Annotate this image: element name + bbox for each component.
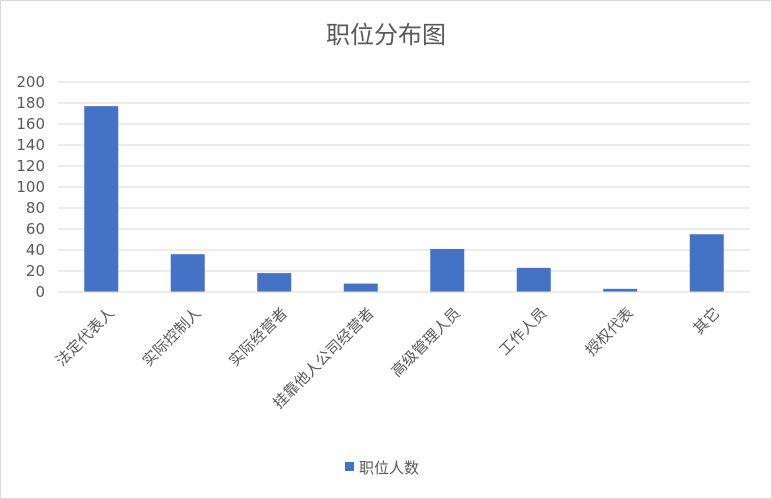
legend-label: 职位人数 (359, 459, 419, 477)
bar (343, 283, 378, 292)
bar (689, 234, 724, 292)
x-tick-label: 高级管理人员 (388, 304, 464, 380)
y-tick-label: 100 (16, 178, 45, 196)
bar (603, 288, 638, 292)
x-tick-label: 授权代表 (582, 304, 637, 359)
y-tick-label: 200 (16, 73, 45, 91)
legend: 职位人数 (345, 459, 419, 477)
y-tick-label: 40 (26, 241, 45, 259)
legend-swatch (345, 462, 354, 471)
y-tick-label: 120 (16, 157, 45, 175)
bar (170, 254, 205, 292)
bar (430, 248, 465, 292)
y-tick-label: 160 (16, 115, 45, 133)
x-tick-label: 实际控制人 (139, 304, 205, 370)
y-tick-label: 140 (16, 136, 45, 154)
x-tick-label: 其它 (690, 304, 724, 338)
chart-title: 职位分布图 (326, 21, 446, 49)
x-tick-label: 法定代表人 (52, 304, 118, 370)
y-tick-label: 60 (26, 220, 45, 238)
x-tick-label: 实际经营者 (225, 304, 291, 370)
bar (516, 267, 551, 292)
y-axis: 0 20 40 60 80 100 120 140 160 180 200 (16, 73, 45, 301)
y-tick-label: 20 (26, 262, 45, 280)
bar (257, 273, 292, 292)
bar (84, 106, 119, 293)
bars (84, 106, 724, 293)
x-tick-label: 工作人员 (495, 304, 550, 359)
y-tick-label: 80 (26, 199, 45, 217)
gridlines (58, 81, 750, 293)
y-tick-label: 0 (35, 283, 45, 301)
y-tick-label: 180 (16, 94, 45, 112)
